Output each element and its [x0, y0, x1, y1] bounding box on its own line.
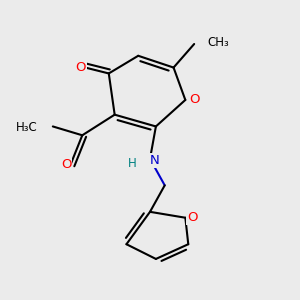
Text: CH₃: CH₃ [207, 36, 229, 49]
Text: O: O [76, 61, 86, 74]
Text: H₃C: H₃C [16, 122, 38, 134]
Text: H: H [128, 157, 137, 170]
Text: O: O [61, 158, 71, 171]
Text: N: N [149, 154, 159, 167]
Text: O: O [189, 93, 200, 106]
Text: O: O [188, 211, 198, 224]
